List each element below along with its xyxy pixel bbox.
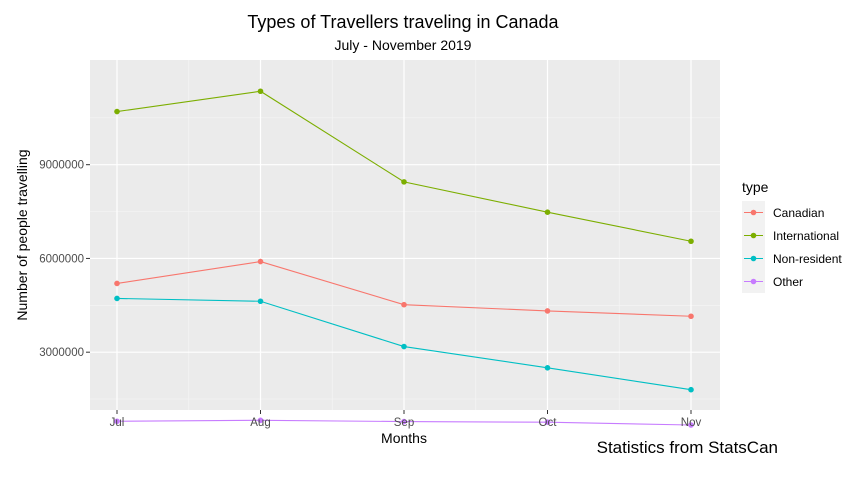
legend-label-international: International [773, 229, 839, 243]
legend-label-other: Other [773, 275, 803, 289]
ticks-layer: 3000000 6000000 9000000 Jul Aug Sep Oct Nov [39, 160, 701, 429]
legend-item-canadian: Canadian [742, 201, 824, 224]
data-point-other [257, 417, 264, 424]
legend-item-international: International [742, 224, 839, 247]
chart-title: Types of Travellers traveling in Canada [247, 12, 559, 32]
y-tick-label: 6000000 [39, 253, 84, 265]
x-tick-label: Oct [539, 417, 558, 429]
x-tick-label: Sep [394, 417, 414, 429]
data-point-international [688, 238, 694, 245]
data-point-other [544, 419, 551, 425]
data-point-non-resident [544, 365, 551, 371]
data-point-international [114, 108, 120, 115]
legend-title: type [742, 179, 769, 195]
legend: type Canadian International Non-resident Ot… [742, 179, 842, 293]
legend-label-canadian: Canadian [773, 206, 824, 220]
data-point-non-resident [257, 298, 264, 305]
legend-key-point [750, 209, 757, 216]
series-layer [114, 88, 694, 428]
data-point-international [544, 209, 551, 215]
data-point-other [401, 418, 407, 425]
data-point-canadian [257, 258, 264, 265]
y-tick-label: 9000000 [39, 160, 84, 172]
chart-caption: Statistics from StatsCan [597, 438, 778, 457]
x-axis-title: Months [381, 430, 427, 446]
x-tick-label: Aug [250, 417, 270, 429]
x-tick-label: Nov [681, 417, 702, 429]
chart-subtitle: July - November 2019 [335, 37, 472, 53]
legend-item-non-resident: Non-resident [742, 247, 842, 270]
data-point-canadian [401, 301, 407, 308]
data-point-non-resident [688, 386, 694, 393]
legend-item-other: Other [742, 270, 803, 293]
legend-label-non-resident: Non-resident [773, 252, 842, 266]
legend-key-point [750, 232, 757, 239]
data-point-non-resident [401, 343, 407, 350]
data-point-canadian [544, 308, 551, 314]
data-point-international [257, 88, 264, 95]
y-tick-label: 3000000 [39, 347, 84, 359]
x-tick-label: Jul [110, 417, 125, 429]
data-point-international [401, 179, 407, 185]
grid-minor [90, 60, 720, 410]
data-point-other [114, 418, 120, 425]
legend-key-point [750, 255, 757, 262]
y-axis-title: Number of people travelling [14, 149, 30, 320]
grid-major [90, 60, 720, 410]
plot-panel [90, 60, 720, 410]
data-point-non-resident [114, 295, 120, 302]
data-point-other [688, 422, 694, 428]
data-point-canadian [114, 280, 120, 287]
legend-key-point [750, 278, 757, 285]
data-point-canadian [688, 313, 694, 320]
